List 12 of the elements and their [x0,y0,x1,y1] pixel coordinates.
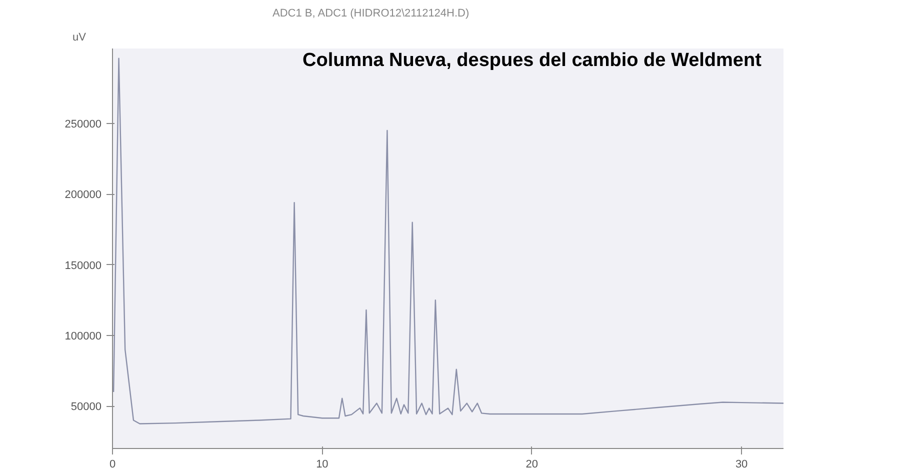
y-tick-label: 150000 [64,260,102,272]
x-tick-label: 10 [316,458,328,470]
y-tick-label: 200000 [64,189,102,202]
y-axis-title: uV [72,32,87,44]
x-tick-label: 0 [109,458,116,470]
y-tick-label: 50000 [70,401,102,414]
y-tick-label: 100000 [64,330,102,342]
chart-title: Columna Nueva, despues del cambio de Weldment [302,50,762,71]
x-tick-label: 30 [735,458,748,470]
chart-subtitle: ADC1 B, ADC1 (HIDRO12\2112124H.D) [272,8,470,20]
y-tick-label: 250000 [64,118,102,130]
x-tick-label: 20 [526,458,538,470]
